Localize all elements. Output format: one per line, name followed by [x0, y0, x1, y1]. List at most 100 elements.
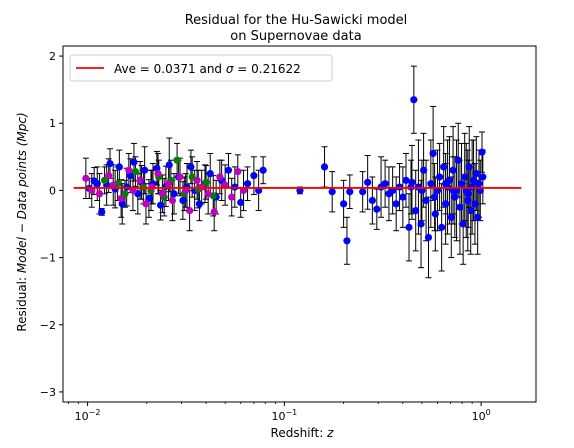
data-point — [465, 163, 473, 171]
data-point — [98, 208, 106, 216]
y-tick-label: 1 — [49, 117, 56, 130]
data-point — [179, 196, 187, 205]
data-point — [442, 200, 450, 208]
data-point — [399, 193, 407, 201]
data-point — [422, 196, 430, 205]
data-point — [471, 200, 479, 208]
chart-subtitle: on Supernovae data — [230, 29, 361, 44]
data-point — [440, 163, 448, 171]
data-point — [475, 180, 483, 188]
x-tick-label: 10−1 — [271, 408, 297, 423]
data-point — [461, 173, 469, 181]
data-point — [467, 206, 475, 215]
data-point — [105, 172, 113, 180]
data-point — [154, 170, 162, 178]
data-point — [109, 181, 117, 189]
data-point — [221, 181, 229, 189]
data-point — [451, 193, 459, 201]
data-point — [456, 203, 464, 211]
data-point — [420, 166, 428, 174]
data-point — [157, 201, 165, 209]
data-point — [429, 149, 437, 158]
data-point — [216, 173, 224, 181]
data-point — [346, 188, 354, 196]
data-point — [343, 237, 351, 245]
data-point — [359, 188, 367, 196]
y-tick-label: 0 — [49, 184, 56, 197]
data-point — [118, 200, 126, 208]
data-point — [141, 166, 149, 174]
data-point — [136, 176, 144, 184]
data-point — [381, 180, 389, 188]
data-point — [173, 156, 181, 164]
data-point — [121, 190, 129, 198]
data-point — [224, 166, 233, 174]
data-point — [405, 223, 413, 231]
data-point — [431, 210, 439, 218]
data-point — [410, 96, 418, 104]
data-point — [170, 190, 178, 198]
data-point — [100, 176, 109, 184]
data-point — [457, 180, 466, 188]
data-point — [364, 178, 372, 186]
data-point — [469, 176, 478, 184]
y-tick-label: −3 — [40, 386, 56, 399]
data-point — [202, 178, 210, 186]
data-point — [82, 174, 90, 182]
plot-frame — [62, 45, 537, 403]
data-point — [459, 220, 467, 228]
data-point — [117, 194, 125, 203]
data-point — [176, 173, 184, 181]
data-point — [237, 198, 245, 207]
data-point — [320, 163, 329, 171]
data-point — [130, 158, 138, 166]
data-point — [250, 172, 258, 180]
x-tick-label: 10−2 — [75, 408, 101, 423]
data-point — [131, 168, 140, 176]
data-point — [442, 180, 450, 188]
data-point — [392, 200, 400, 208]
data-point — [115, 163, 123, 171]
data-point — [447, 213, 455, 221]
data-point — [449, 166, 457, 174]
data-point — [165, 161, 173, 169]
data-point — [95, 190, 104, 198]
data-point — [328, 188, 336, 196]
data-point — [478, 148, 486, 156]
data-point — [195, 200, 203, 208]
data-point — [430, 193, 439, 201]
data-point — [427, 180, 435, 188]
data-point — [424, 233, 433, 242]
data-point — [259, 166, 267, 174]
data-point — [402, 176, 410, 184]
data-point — [168, 196, 177, 205]
data-point — [164, 180, 173, 188]
data-point — [474, 213, 482, 221]
data-point — [204, 190, 212, 198]
chart-title: Residual for the Hu-Sawicki model — [185, 13, 408, 28]
data-point — [193, 176, 201, 184]
y-tick-label: −1 — [40, 252, 56, 265]
legend-box — [69, 54, 333, 82]
y-axis-label: Residual: Model − Data points (Mpc) — [15, 112, 29, 331]
data-point — [187, 163, 195, 171]
data-point — [472, 170, 480, 178]
data-point — [142, 200, 150, 208]
data-point — [234, 168, 242, 176]
x-axis-label: Redshift: z — [271, 426, 335, 440]
data-point — [243, 180, 252, 188]
y-tick-label: −2 — [40, 319, 56, 332]
data-point — [206, 170, 214, 178]
data-point — [464, 190, 472, 198]
data-point — [153, 164, 161, 172]
data-point — [228, 193, 236, 201]
data-point — [417, 220, 425, 228]
data-point — [436, 173, 444, 181]
legend: Ave = 0.0371 and σ = 0.21622 — [69, 54, 333, 82]
data-point — [106, 159, 114, 168]
data-point — [340, 200, 348, 208]
data-point — [412, 206, 420, 215]
data-point — [145, 194, 153, 203]
